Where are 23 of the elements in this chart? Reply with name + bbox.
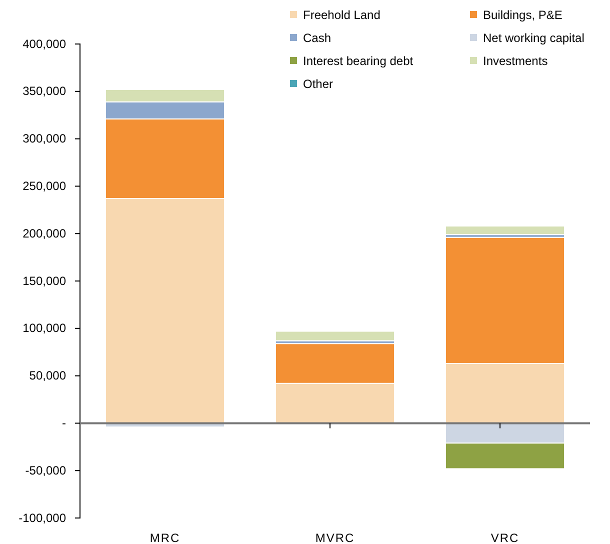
x-tick-label: VRC <box>490 531 520 544</box>
legend-label: Cash <box>303 31 332 45</box>
y-tick-label: -100,000 <box>18 510 66 525</box>
x-tick-label: MRC <box>150 531 180 544</box>
y-tick-label: 300,000 <box>22 132 66 146</box>
bar <box>275 330 395 342</box>
y-tick-label: 350,000 <box>22 84 66 98</box>
y-tick-label: - <box>62 416 66 430</box>
legend-label: Investments <box>483 54 548 68</box>
legend-label: Interest bearing debt <box>303 54 414 68</box>
legend-label: Buildings, P&E <box>483 8 562 22</box>
bar <box>445 226 565 236</box>
legend-label: Freehold Land <box>303 8 380 22</box>
x-tick-label: MVRC <box>315 531 355 544</box>
y-tick-label: 200,000 <box>22 226 66 240</box>
y-tick-label: 150,000 <box>22 274 66 288</box>
y-tick-label: -50,000 <box>25 463 66 478</box>
y-tick-label: 50,000 <box>29 368 66 383</box>
y-tick-label: 400,000 <box>22 36 66 51</box>
legend-label: Other <box>303 77 334 91</box>
y-tick-label: 250,000 <box>22 179 66 194</box>
legend-label: Net working capital <box>483 31 584 45</box>
y-tick-label: 100,000 <box>22 321 66 336</box>
